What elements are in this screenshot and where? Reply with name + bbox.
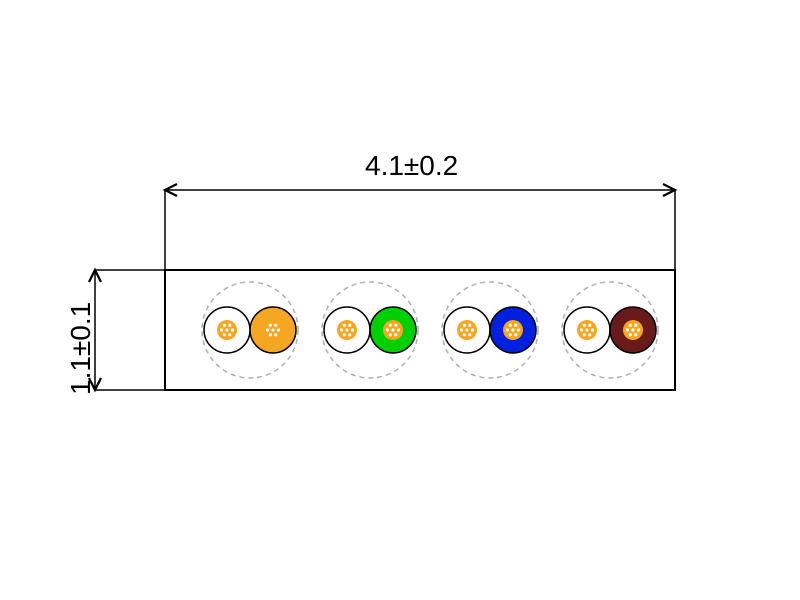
height-dimension-label: 1.1±0.1 [65,302,97,395]
cable-cross-section-svg [0,0,800,600]
diagram-canvas: 4.1±0.2 1.1±0.1 [0,0,800,600]
width-dimension-label: 4.1±0.2 [365,150,458,182]
